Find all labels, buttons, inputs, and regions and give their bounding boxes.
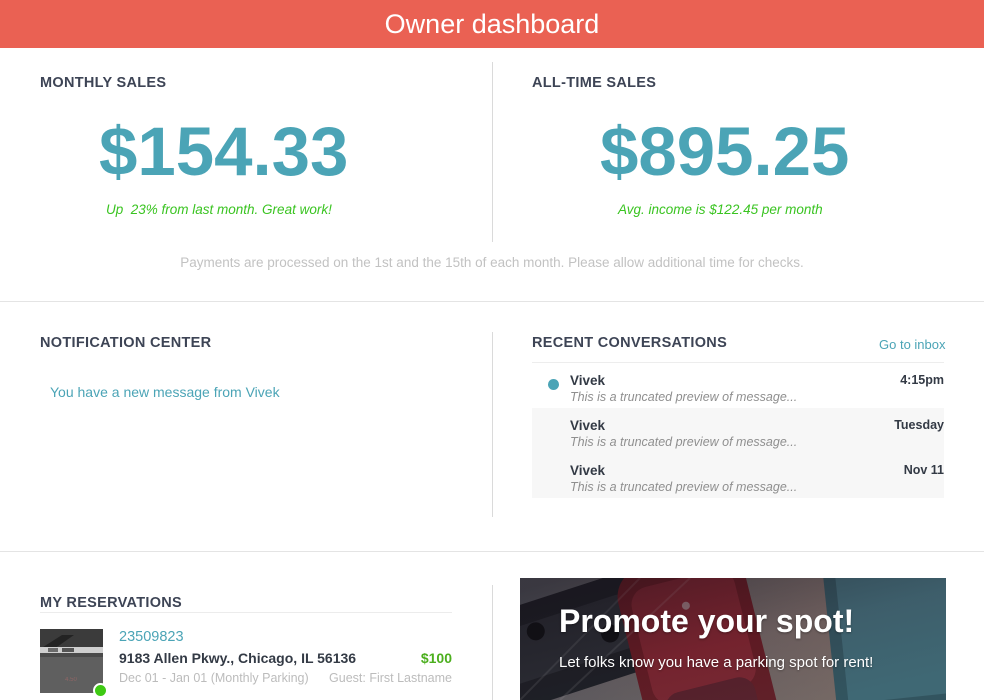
svg-text:4.50: 4.50: [65, 677, 77, 683]
